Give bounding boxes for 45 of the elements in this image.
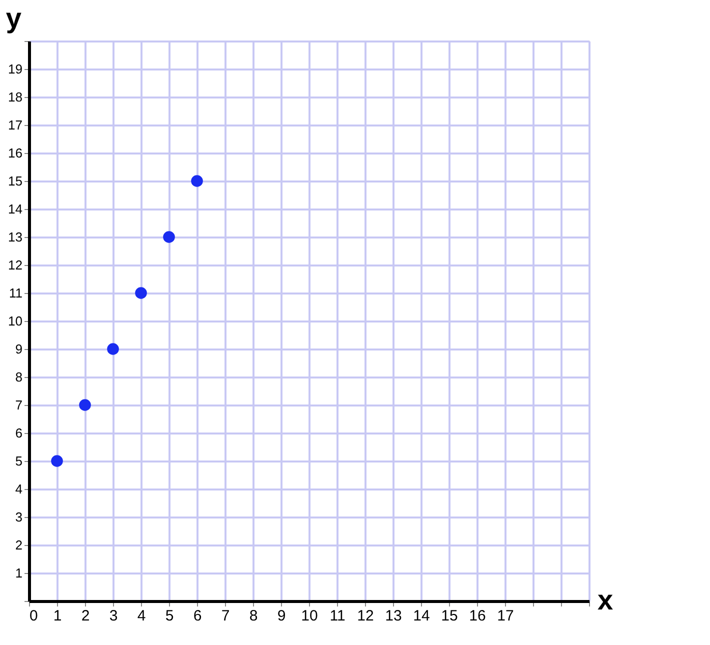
- y-tick-label: 12: [8, 258, 22, 272]
- y-tick-label: 17: [8, 118, 22, 132]
- x-tick-label: 0: [30, 608, 38, 624]
- point: [79, 399, 91, 411]
- x-tick-label: 15: [441, 608, 458, 624]
- y-tick-label: 2: [15, 538, 22, 552]
- y-tick-label: 16: [8, 146, 22, 160]
- y-axis-title: y: [6, 2, 22, 34]
- point: [51, 455, 63, 467]
- y-tick-label: 4: [15, 482, 22, 496]
- y-tick-label: 5: [15, 454, 22, 468]
- x-tick-label: 1: [53, 608, 62, 624]
- y-tick-label: 13: [8, 230, 22, 244]
- y-tick-label: 6: [15, 426, 22, 440]
- x-tick-label: 5: [165, 608, 174, 624]
- x-tick-label: 3: [109, 608, 118, 624]
- x-tick-label: 7: [221, 608, 230, 624]
- y-tick-label: 1: [15, 566, 22, 580]
- y-tick-label: 11: [9, 286, 22, 300]
- y-tick-label: 19: [8, 62, 22, 76]
- y-tick-label: 15: [8, 174, 22, 188]
- x-tick-label: 14: [413, 608, 430, 624]
- point: [135, 287, 147, 299]
- x-tick-label: 9: [277, 608, 286, 624]
- x-tick-label: 2: [81, 608, 90, 624]
- x-tick-label: 11: [330, 608, 346, 624]
- y-tick-label: 14: [8, 202, 22, 216]
- point: [191, 175, 203, 187]
- y-tick-label: 3: [15, 510, 22, 524]
- x-axis-title: x: [598, 584, 614, 616]
- x-tick-label: 10: [301, 608, 318, 624]
- x-tick-label: 4: [137, 608, 146, 624]
- point: [107, 343, 119, 355]
- x-tick-label: 12: [357, 608, 374, 624]
- x-tick-label: 16: [469, 608, 486, 624]
- x-tick-label: 13: [385, 608, 402, 624]
- y-tick-label: 10: [8, 314, 22, 328]
- y-tick-label: 8: [15, 370, 22, 384]
- y-tick-label: 7: [15, 398, 22, 412]
- point: [163, 231, 175, 243]
- y-tick-label: 9: [15, 342, 22, 356]
- x-tick-label: 6: [193, 608, 202, 624]
- x-tick-label: 17: [497, 608, 514, 624]
- x-tick-label: 8: [249, 608, 258, 624]
- y-tick-label: 18: [8, 90, 22, 104]
